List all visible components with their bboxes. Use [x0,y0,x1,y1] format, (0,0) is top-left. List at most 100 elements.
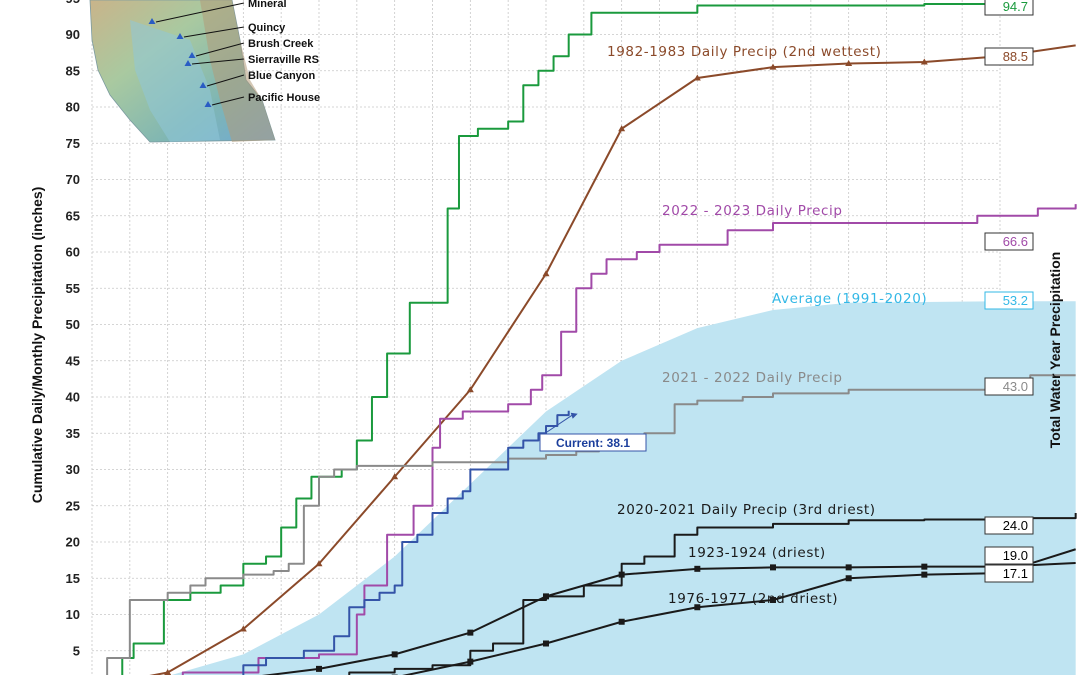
series-line-second_wettest [149,44,1076,675]
end-value-text-wy2023: 66.6 [1003,234,1028,249]
current-callout-box [539,433,647,452]
map-station-labels: Mineral Quincy Brush Creek Sierraville RS Bl… [148,0,320,107]
series-lines-layer [106,0,1077,675]
series-marker-second_wettest [845,60,853,66]
average-area [171,301,1076,675]
series-marker-second_wettest [391,473,399,480]
y-tick-label: 80 [66,100,80,115]
map-station-label: Quincy [248,22,286,34]
map-station-marker [176,33,184,39]
end-value-box-wy2023 [984,232,1034,251]
end-value-text-wettest: 94.7 [1003,0,1028,14]
series-marker-second_driest [921,571,928,578]
y-tick-label: 85 [66,63,80,78]
series-label-second_driest: 1976-1977 (2nd driest) [668,591,838,607]
y-tick-label: 25 [66,498,80,513]
series-label-driest: 1923-1924 (driest) [688,545,826,561]
y-tick-label: 15 [66,571,80,586]
series-marker-second_driest [694,604,701,611]
y-tick-label: 60 [66,245,80,260]
y-tick-label: 30 [66,462,80,477]
series-marker-second_wettest [618,125,626,132]
series-marker-second_driest [543,640,549,647]
series-label-third_driest: 2020-2021 Daily Precip (3rd driest) [617,502,876,518]
end-value-box-wettest [984,0,1034,16]
end-value-box-second_wettest [984,47,1034,66]
y-tick-label: 45 [66,353,80,368]
map-station-marker [188,52,196,58]
series-label-wy2023: 2022 - 2023 Daily Precip [662,203,843,219]
series-marker-driest [770,564,776,571]
end-value-text-driest: 17.1 [1003,566,1028,581]
series-marker-driest [921,563,928,570]
y-axis-ticks: 5 10 15 20 25 30 35 40 45 50 55 60 65 70 75 80 85 90 95 [66,0,80,658]
end-value-text-second_driest: 19.0 [1003,548,1028,563]
series-label-wy2022: 2021 - 2022 Daily Precip [662,370,843,386]
series-marker-second_wettest [466,386,474,393]
right-axis-title: Total Water Year Precipitation [1047,252,1063,449]
y-tick-label: 5 [73,643,80,658]
series-line-wy2023 [181,204,1077,675]
map-mountains-shape [200,0,275,142]
series-line-driest [261,562,1076,675]
map-station-label: Blue Canyon [248,70,316,82]
series-marker-driest [694,565,701,572]
series-marker-second_driest [618,618,625,625]
series-marker-driest [845,564,852,571]
end-value-box-third_driest [984,516,1034,535]
map-station-leader [191,58,245,65]
y-tick-label: 65 [66,208,80,223]
current-callout-leader [540,414,573,437]
end-value-box-second_driest [984,546,1034,565]
series-marker-driest [391,651,398,658]
map-station-marker [204,101,212,107]
end-value-text-average: 53.2 [1003,293,1028,308]
average-area-layer [171,301,1076,675]
y-tick-label: 75 [66,136,80,151]
map-station-leader [206,74,245,87]
map-station-label: Brush Creek [248,38,314,50]
series-marker-second_driest [845,575,852,582]
y-tick-label: 20 [66,535,80,550]
current-callout: Current: 38.1 [539,412,647,452]
y-tick-label: 50 [66,317,80,332]
end-value-box-wy2022 [984,377,1034,396]
series-line-current [242,410,570,675]
map-station-leader [211,96,245,106]
series-marker-driest [543,593,549,600]
series-marker-second_driest [770,597,776,603]
series-label-average: Average (1991-2020) [772,291,927,307]
series-marker-second_wettest [769,63,777,70]
series-line-second_driest [402,548,1076,675]
map-station-marker [184,60,192,66]
end-value-text-wy2022: 43.0 [1003,379,1028,394]
end-value-box-driest [984,564,1034,583]
map-station-leader [195,42,245,57]
y-tick-label: 70 [66,172,80,187]
series-label-second_wettest: 1982-1983 Daily Precip (2nd wettest) [607,44,882,60]
map-station-leader [155,2,245,23]
map-station-label: Pacific House [248,92,320,104]
series-marker-second_wettest [315,560,323,567]
y-tick-label: 35 [66,426,80,441]
y-tick-label: 55 [66,281,80,296]
series-marker-driest [467,629,474,636]
series-marker-second_wettest [542,270,550,277]
series-labels-layer: 1982-1983 Daily Precip (2nd wettest) 2022… [607,44,927,607]
series-marker-second_wettest [164,669,172,675]
map-station-label: Sierraville RS [248,54,319,66]
series-marker-second_wettest [239,625,247,632]
map-valley-shape [130,20,220,142]
current-callout-text: Current: 38.1 [556,436,630,450]
map-station-marker [148,18,156,24]
end-value-boxes: 94.7 88.5 66.6 53.2 43.0 24.0 17.1 19.0 [984,0,1034,583]
series-marker-second_wettest [920,58,928,65]
y-tick-label: 90 [66,27,80,42]
station-map-inset: Mineral Quincy Brush Creek Sierraville RS Bl… [89,0,320,143]
y-axis-title: Cumulative Daily/Monthly Precipitation (… [29,187,45,504]
map-station-marker [199,82,207,88]
map-station-label: Mineral [248,0,287,10]
current-callout-arrowhead [570,412,578,419]
end-value-text-third_driest: 24.0 [1003,518,1028,533]
